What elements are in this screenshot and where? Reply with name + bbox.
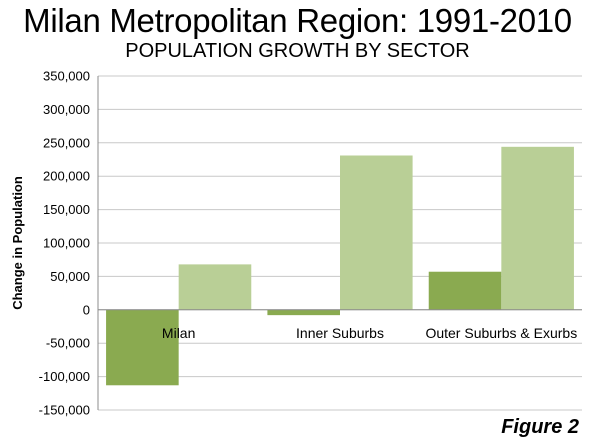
y-tick-label: 150,000: [43, 202, 90, 217]
chart-subtitle: POPULATION GROWTH BY SECTOR: [125, 40, 470, 62]
y-tick-label: 350,000: [43, 69, 90, 84]
y-axis-label: Change in Population: [10, 176, 25, 310]
bar: [178, 264, 252, 310]
x-category-label: Inner Suburbs: [296, 325, 384, 341]
y-tick-label: 100,000: [43, 236, 90, 251]
y-tick-label: 250,000: [43, 135, 90, 150]
bar: [340, 155, 413, 310]
y-tick-label: 50,000: [50, 269, 90, 284]
figure-label: Figure 2: [501, 416, 579, 438]
bar: [501, 146, 574, 310]
y-tick-label: 200,000: [43, 169, 90, 184]
bars: [106, 146, 574, 386]
tick-labels: 350,000 300,000 250,000 200,000 150,000 100,0…: [39, 69, 90, 418]
bar: [106, 309, 179, 386]
chart-title: Milan Metropolitan Region: 1991-2010: [23, 2, 572, 39]
y-tick-label: -150,000: [39, 403, 90, 418]
x-category-label: Milan: [162, 325, 195, 341]
axes: [97, 76, 582, 410]
y-tick-label: -100,000: [39, 369, 90, 384]
bar: [267, 309, 340, 316]
category-labels: Milan Inner Suburbs Outer Suburbs & Exurbs: [162, 325, 577, 341]
y-tick-label: 0: [83, 302, 90, 317]
bar: [428, 271, 502, 310]
y-tick-label: -50,000: [46, 336, 90, 351]
x-category-label: Outer Suburbs & Exurbs: [425, 325, 577, 341]
y-tick-label: 300,000: [43, 102, 90, 117]
